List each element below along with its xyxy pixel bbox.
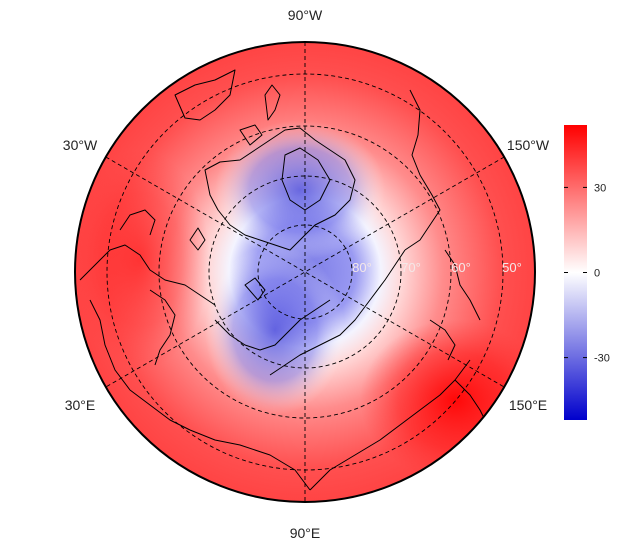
colorbar-tick-label: 30 (594, 182, 606, 194)
colorbar-tick-label: -30 (594, 353, 610, 365)
lat-label-60: 60° (451, 260, 471, 275)
field-layer (75, 42, 535, 502)
lat-label-50: 50° (502, 260, 522, 275)
lon-label-upper-left: 30°W (63, 137, 98, 153)
colorbar-ticks: 30 0 -30 (564, 182, 610, 365)
lon-label-top: 90°W (288, 7, 323, 23)
lon-label-upper-right: 150°W (507, 137, 550, 153)
latitude-circle-80 (257, 224, 353, 320)
lat-label-70: 70° (401, 260, 421, 275)
map-border (74, 41, 536, 503)
lat-label-80: 80° (352, 260, 372, 275)
colorbar-tick-label: 0 (594, 268, 600, 280)
coastlines (79, 69, 491, 491)
graticule (105, 42, 505, 502)
colorbar: 30 0 -30 (564, 125, 610, 420)
colorbar-gradient (564, 125, 587, 420)
lon-label-lower-right: 150°E (509, 397, 547, 413)
lon-label-lower-left: 30°E (65, 397, 96, 413)
lon-label-bottom: 90°E (290, 525, 321, 541)
